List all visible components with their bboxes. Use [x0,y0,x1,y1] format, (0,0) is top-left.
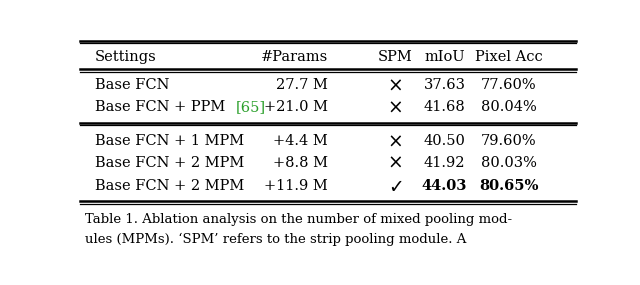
Text: Base FCN + 2 MPM: Base FCN + 2 MPM [95,156,244,170]
Text: $\times$: $\times$ [387,153,403,172]
Text: $\checkmark$: $\checkmark$ [388,176,402,195]
Text: 44.03: 44.03 [422,179,467,193]
Text: 80.65%: 80.65% [479,179,539,193]
Text: Base FCN + PPM: Base FCN + PPM [95,100,230,114]
Text: +4.4 M: +4.4 M [273,134,328,148]
Text: $\times$: $\times$ [387,131,403,150]
Text: [65]: [65] [236,100,266,114]
Text: Pixel Acc: Pixel Acc [475,50,543,64]
Text: 77.60%: 77.60% [481,78,537,92]
Text: Base FCN: Base FCN [95,78,170,92]
Text: 37.63: 37.63 [424,78,465,92]
Text: 27.7 M: 27.7 M [276,78,328,92]
Text: +8.8 M: +8.8 M [273,156,328,170]
Text: $\times$: $\times$ [387,76,403,95]
Text: SPM: SPM [378,50,412,64]
Text: +11.9 M: +11.9 M [264,179,328,193]
Text: $\times$: $\times$ [387,97,403,117]
Text: 41.68: 41.68 [424,100,465,114]
Text: mIoU: mIoU [424,50,465,64]
Text: Base FCN + 1 MPM: Base FCN + 1 MPM [95,134,244,148]
Text: +21.0 M: +21.0 M [264,100,328,114]
Text: Base FCN + 2 MPM: Base FCN + 2 MPM [95,179,244,193]
Text: ules (MPMs). ‘SPM’ refers to the strip pooling module. A: ules (MPMs). ‘SPM’ refers to the strip p… [85,233,467,246]
Text: 80.03%: 80.03% [481,156,537,170]
Text: Table 1. Ablation analysis on the number of mixed pooling mod-: Table 1. Ablation analysis on the number… [85,213,512,226]
Text: Settings: Settings [95,50,157,64]
Text: 40.50: 40.50 [424,134,465,148]
Text: 41.92: 41.92 [424,156,465,170]
Text: 79.60%: 79.60% [481,134,537,148]
Text: 80.04%: 80.04% [481,100,537,114]
Text: #Params: #Params [260,50,328,64]
